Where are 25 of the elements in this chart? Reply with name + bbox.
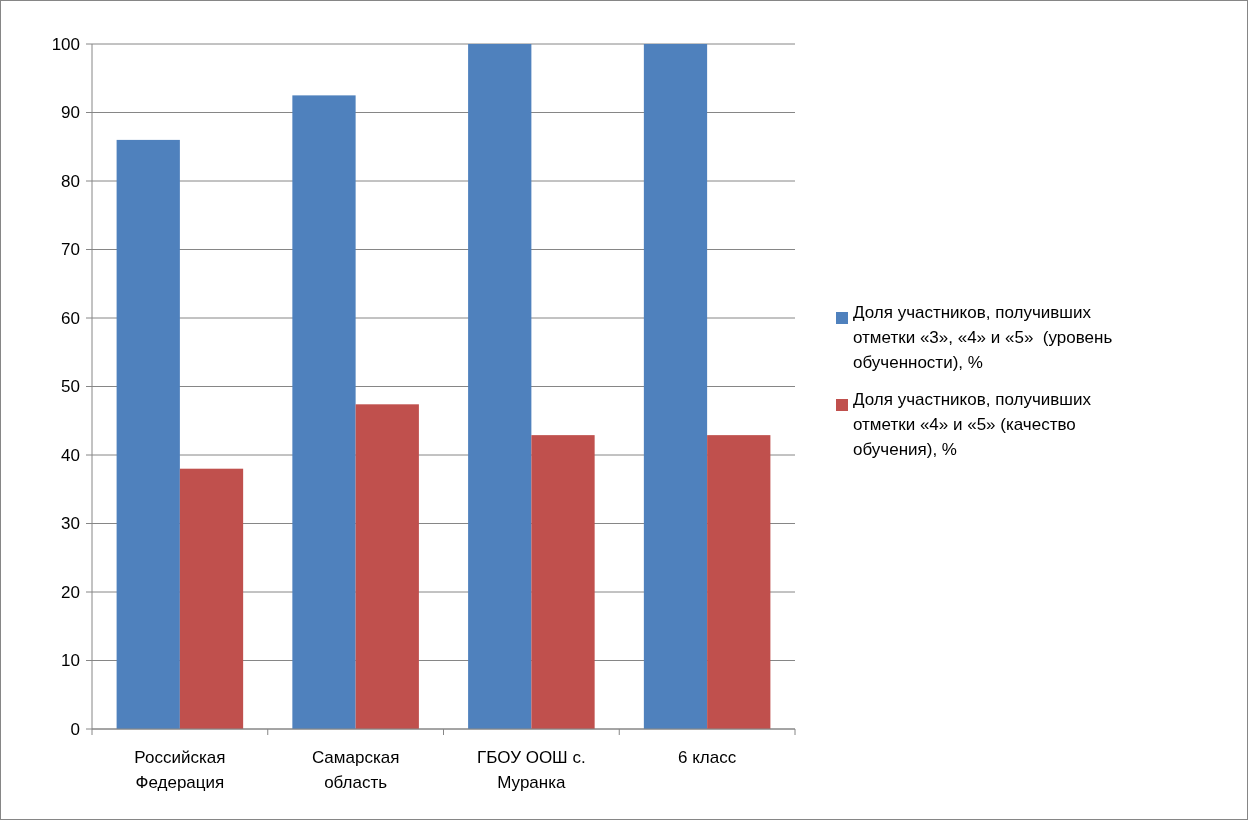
legend-label: Доля участников, получивших отметки «3», «4» и «5» (уровень обученности), %: [853, 303, 1113, 372]
y-tick-label: 30: [61, 514, 80, 534]
x-tick-label: 6 класс: [678, 748, 737, 767]
bar: [707, 435, 771, 729]
bar: [468, 44, 532, 729]
y-tick-label: 40: [61, 445, 80, 465]
bar: [292, 95, 356, 729]
bar: [531, 435, 595, 729]
y-tick-label: 10: [61, 651, 80, 671]
y-tick-label: 100: [51, 34, 80, 54]
x-tick-label: ГБОУ ООШ с. Муранка: [477, 748, 586, 792]
y-tick-label: 0: [70, 719, 80, 739]
x-tick-label: Российская Федерация: [134, 748, 226, 792]
y-tick-label: 70: [61, 240, 80, 260]
bar: [355, 404, 419, 729]
x-tick-label: Самарская область: [311, 748, 400, 792]
bar: [643, 44, 708, 729]
y-tick-label: 20: [61, 582, 80, 602]
y-tick-label: 90: [61, 103, 80, 123]
y-tick-label: 50: [61, 377, 80, 397]
y-tick-label: 60: [61, 308, 80, 328]
bar: [116, 139, 180, 729]
legend-label: Доля участников, получивших отметки «4» и «5» (качество обучения), %: [853, 390, 1092, 459]
y-tick-label: 80: [61, 171, 80, 191]
bar: [179, 468, 244, 729]
